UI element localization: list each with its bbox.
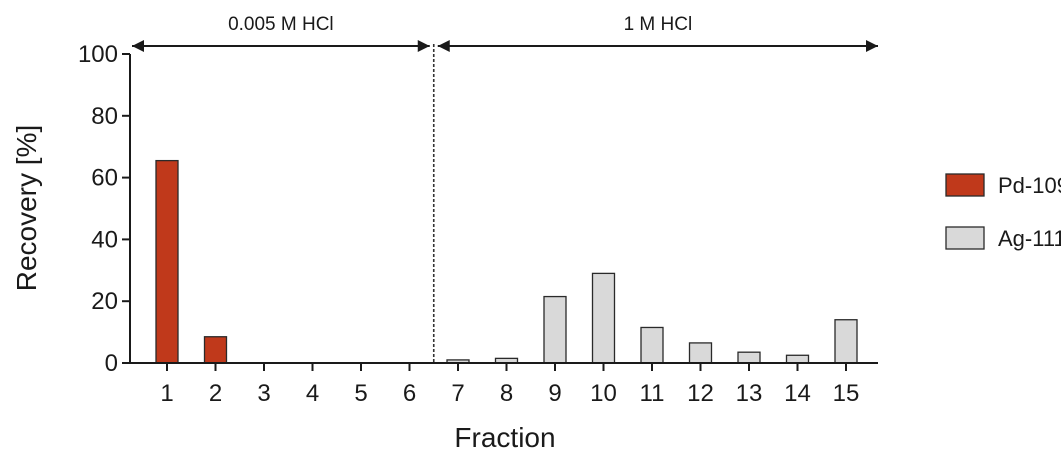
x-tick-label: 1 (160, 380, 173, 407)
x-axis-title: Fraction (454, 422, 555, 453)
x-tick-label: 12 (687, 380, 714, 407)
bar-ag-111-14 (785, 354, 810, 364)
y-tick-label: 0 (105, 350, 118, 377)
y-axis-title: Recovery [%] (11, 125, 42, 292)
bar-ag-111-11 (640, 326, 664, 364)
x-tick-label: 5 (354, 380, 367, 407)
region-arrowhead-right (866, 40, 878, 52)
legend-label-pd-109: Pd-109 (998, 173, 1061, 198)
legend-swatch-pd-109 (945, 173, 985, 197)
x-tick-label: 8 (500, 380, 513, 407)
region-arrowhead-right (417, 40, 430, 52)
y-tick-label: 100 (78, 41, 118, 68)
x-tick-label: 13 (736, 380, 763, 407)
region-label: 0.005 M HCl (228, 14, 334, 35)
legend-label-ag-111: Ag-111 (998, 226, 1061, 251)
x-tick-label: 2 (209, 380, 222, 407)
region-arrowhead-left (132, 40, 144, 52)
x-tick-label: 10 (590, 380, 617, 407)
x-tick-label: 9 (548, 380, 561, 407)
x-tick-label: 3 (257, 380, 270, 407)
bar-ag-111-13 (737, 351, 761, 364)
bar-ag-111-12 (688, 342, 713, 364)
y-tick-label: 40 (91, 226, 118, 253)
x-tick-label: 11 (640, 380, 665, 407)
y-tick-label: 60 (91, 165, 118, 192)
bar-ag-111-9 (543, 295, 567, 364)
x-tick-label: 6 (403, 380, 416, 407)
region-arrowhead-left (437, 40, 450, 52)
bar-pd-109-1 (155, 159, 179, 364)
y-tick-label: 20 (91, 288, 118, 315)
x-tick-label: 15 (833, 380, 860, 407)
y-tick-label: 80 (91, 103, 118, 130)
x-tick-label: 7 (451, 380, 464, 407)
bar-ag-111-15 (834, 319, 858, 364)
bar-ag-111-10 (591, 272, 616, 364)
bar-pd-109-2 (203, 336, 228, 364)
x-tick-label: 4 (306, 380, 319, 407)
legend-swatch-ag-111 (945, 226, 985, 250)
x-tick-label: 14 (784, 380, 811, 407)
region-label: 1 M HCl (624, 14, 693, 35)
